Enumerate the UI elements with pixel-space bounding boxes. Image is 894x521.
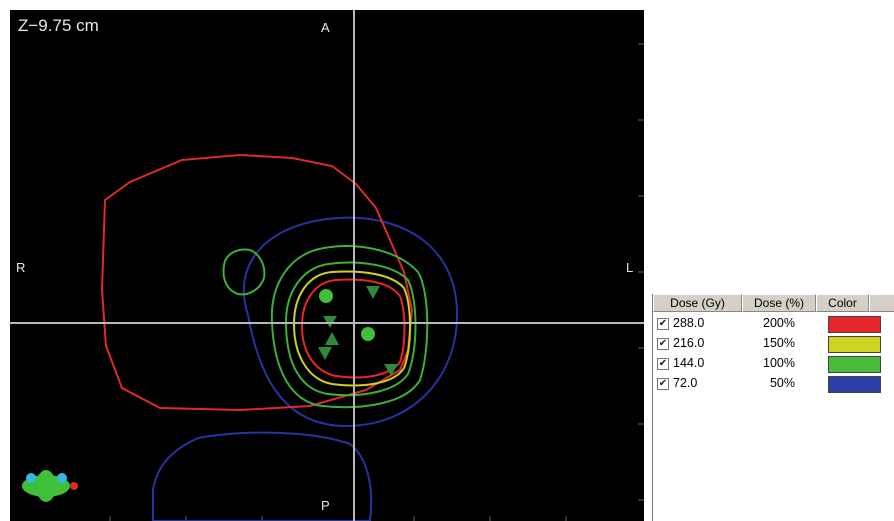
marker-dot-2 (361, 327, 375, 341)
row-dose-gy: 216.0 (673, 336, 705, 350)
structure-small-circle (222, 248, 266, 296)
dose-canvas[interactable] (10, 10, 644, 521)
isodose-150-contour (292, 270, 411, 387)
marker-triangle-1 (366, 286, 380, 299)
legend-row-288[interactable]: ✔ 288.0 200% (653, 315, 894, 334)
row-color-swatch[interactable] (828, 356, 881, 373)
legend-header-row: Dose (Gy) Dose (%) Color (653, 294, 894, 312)
ruler-ticks-right (638, 43, 644, 501)
orientation-posterior-label: P (321, 498, 330, 513)
legend-row-216[interactable]: ✔ 216.0 150% (653, 335, 894, 354)
row-color-swatch[interactable] (828, 376, 881, 393)
row-dose-gy: 144.0 (673, 356, 705, 370)
isodose-50-contour (242, 216, 459, 428)
row-color-swatch[interactable] (828, 336, 881, 353)
slice-position-label: Z−9.75 cm (18, 16, 99, 35)
row-checkbox[interactable]: ✔ (657, 358, 669, 370)
orientation-left-label: L (626, 260, 634, 275)
dose-view-panel[interactable]: Z−9.75 cm A P R L (10, 10, 644, 521)
isodose-200-contour (300, 278, 406, 379)
orientation-glyph-icon (22, 470, 78, 502)
row-checkbox[interactable]: ✔ (657, 378, 669, 390)
row-dose-pct: 150% (763, 336, 795, 350)
row-dose-pct: 50% (769, 376, 795, 390)
row-color-swatch[interactable] (828, 316, 881, 333)
header-extra[interactable] (869, 294, 894, 312)
orientation-right-label: R (16, 260, 26, 275)
marker-triangle-5 (325, 332, 339, 345)
marker-group (318, 286, 398, 376)
row-dose-pct: 100% (763, 356, 795, 370)
row-dose-pct: 200% (763, 316, 795, 330)
header-dose-gy[interactable]: Dose (Gy) (653, 294, 742, 312)
row-checkbox[interactable]: ✔ (657, 318, 669, 330)
structure-outline (100, 153, 414, 412)
legend-row-144[interactable]: ✔ 144.0 100% (653, 355, 894, 374)
isodose-legend-table: Dose (Gy) Dose (%) Color ✔ 288.0 200% ✔ … (652, 294, 894, 521)
row-dose-gy: 288.0 (673, 316, 705, 330)
marker-triangle-3 (318, 347, 332, 360)
orientation-anterior-label: A (321, 20, 330, 35)
row-checkbox[interactable]: ✔ (657, 338, 669, 350)
marker-dot-1 (319, 289, 333, 303)
legend-row-72[interactable]: ✔ 72.0 50% (653, 375, 894, 394)
isodose-50-contour-lower (152, 431, 373, 521)
marker-triangle-4 (384, 364, 398, 376)
header-color[interactable]: Color (816, 294, 869, 312)
isodose-100-contour-inner (284, 261, 417, 397)
row-dose-gy: 72.0 (673, 376, 698, 390)
header-dose-pct[interactable]: Dose (%) (742, 294, 816, 312)
